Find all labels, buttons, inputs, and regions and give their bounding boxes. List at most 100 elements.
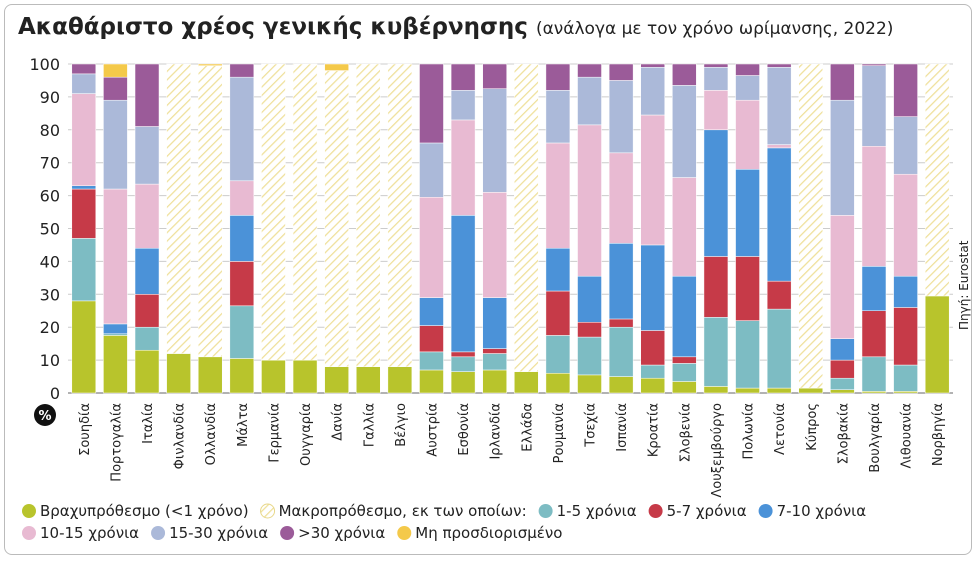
bar-segment	[924, 63, 950, 297]
bar-segment	[735, 169, 760, 257]
bar-segment	[134, 247, 160, 295]
bar-segment	[71, 185, 97, 190]
bar-segment	[450, 215, 476, 353]
bar-segment	[71, 73, 97, 94]
x-tick-label: Λιθουανία	[900, 403, 915, 469]
bar-segment	[577, 322, 602, 338]
bar-segment	[545, 373, 571, 394]
bar-segment	[766, 63, 792, 68]
x-tick-label: Νορβηγία	[931, 403, 946, 466]
bar-segment	[71, 238, 97, 302]
bar-segment	[640, 63, 665, 68]
bar-segment	[197, 63, 223, 66]
legend-label: 7-10 χρόνια	[777, 502, 867, 520]
y-tick-label: 100	[29, 55, 60, 74]
bar-segment	[450, 63, 476, 91]
bar-segment	[672, 177, 697, 277]
legend-label: >30 χρόνια	[298, 524, 385, 542]
chart-title: Ακαθάριστο χρέος γενικής κυβέρνησης	[18, 14, 528, 40]
bar-segment	[893, 63, 918, 117]
bar-segment	[450, 351, 476, 358]
y-unit: %	[38, 409, 51, 424]
x-tick-label: Πολωνία	[742, 403, 757, 460]
bar-segment	[577, 374, 602, 394]
bar-segment	[608, 376, 634, 394]
x-tick-label: Γαλλία	[362, 403, 377, 447]
bar-segment	[798, 387, 824, 394]
legend-item: 5-7 χρόνια	[648, 502, 747, 520]
bar-segment	[703, 256, 729, 318]
bar-segment	[672, 356, 697, 364]
bar-segment	[229, 63, 255, 78]
bar-segment	[861, 63, 887, 66]
bar-segment	[450, 119, 476, 216]
legend-item: 10-15 χρόνια	[22, 524, 139, 542]
bar-segment	[766, 308, 792, 389]
x-tick-label: Λουξεμβούργο	[710, 403, 725, 498]
bar-segment	[640, 114, 665, 246]
y-tick-label: 30	[40, 285, 60, 304]
legend-item: 1-5 χρόνια	[538, 502, 637, 520]
x-tick-label: Γερμανία	[267, 403, 282, 463]
bar-segment	[577, 336, 602, 376]
bar-segment	[830, 377, 855, 390]
bar-segment	[893, 275, 918, 308]
bar-segment	[703, 67, 729, 91]
bar-segment	[893, 307, 918, 366]
bar-segment	[103, 99, 128, 190]
bar-segment	[482, 369, 507, 394]
bar-segment	[71, 188, 97, 239]
legend-marker	[260, 503, 276, 519]
bar-segment	[893, 116, 918, 175]
bar-segment	[735, 75, 760, 101]
bar-segment	[766, 147, 792, 282]
bar-segment	[450, 371, 476, 394]
x-tick-label: Ισπανία	[615, 403, 630, 452]
legend-label: 15-30 χρόνια	[169, 524, 268, 542]
bar-segment	[419, 297, 444, 326]
bar-segment	[735, 99, 760, 170]
bar-segment	[861, 310, 887, 358]
bar-segment	[514, 63, 539, 372]
bar-segment	[545, 63, 571, 91]
bar-segment	[608, 80, 634, 154]
bar-segment	[735, 63, 760, 76]
bar-segment	[577, 275, 602, 323]
x-tick-label: Δανία	[331, 403, 346, 441]
bar-segment	[292, 63, 318, 361]
legend-item: 15-30 χρόνια	[151, 524, 268, 542]
bar-segment	[672, 275, 697, 358]
bar-segment	[924, 295, 950, 394]
bar-segment	[482, 192, 507, 298]
bar-segment	[766, 387, 792, 394]
bar-segment	[640, 244, 665, 331]
legend-marker	[280, 526, 295, 540]
legend-marker	[22, 526, 36, 540]
bar-segment	[134, 183, 160, 249]
bar-segment	[640, 364, 665, 379]
bar-segment	[450, 356, 476, 372]
bar-segment	[71, 300, 97, 394]
legend-marker	[758, 504, 773, 518]
bar-segment	[229, 358, 255, 394]
bar-segment	[229, 215, 255, 262]
bar-segment	[672, 85, 697, 178]
x-tick-label: Ολλανδία	[204, 403, 219, 465]
frame	[4, 4, 972, 555]
bar-segment	[229, 76, 255, 182]
bar-segment	[893, 364, 918, 392]
bar-segment	[419, 142, 444, 198]
bar-segment	[103, 335, 128, 394]
y-tick-label: 90	[40, 88, 60, 107]
bar-segment	[861, 65, 887, 147]
x-tick-label: Κροατία	[647, 403, 662, 457]
bar-segment	[450, 90, 476, 121]
bar-segment	[261, 63, 286, 361]
y-tick-label: 60	[40, 187, 60, 206]
bar-segment	[893, 173, 918, 277]
bar-segment	[861, 146, 887, 267]
x-tick-label: Ιταλία	[141, 403, 156, 444]
bar-segment	[640, 67, 665, 116]
bar-segment	[103, 323, 128, 335]
